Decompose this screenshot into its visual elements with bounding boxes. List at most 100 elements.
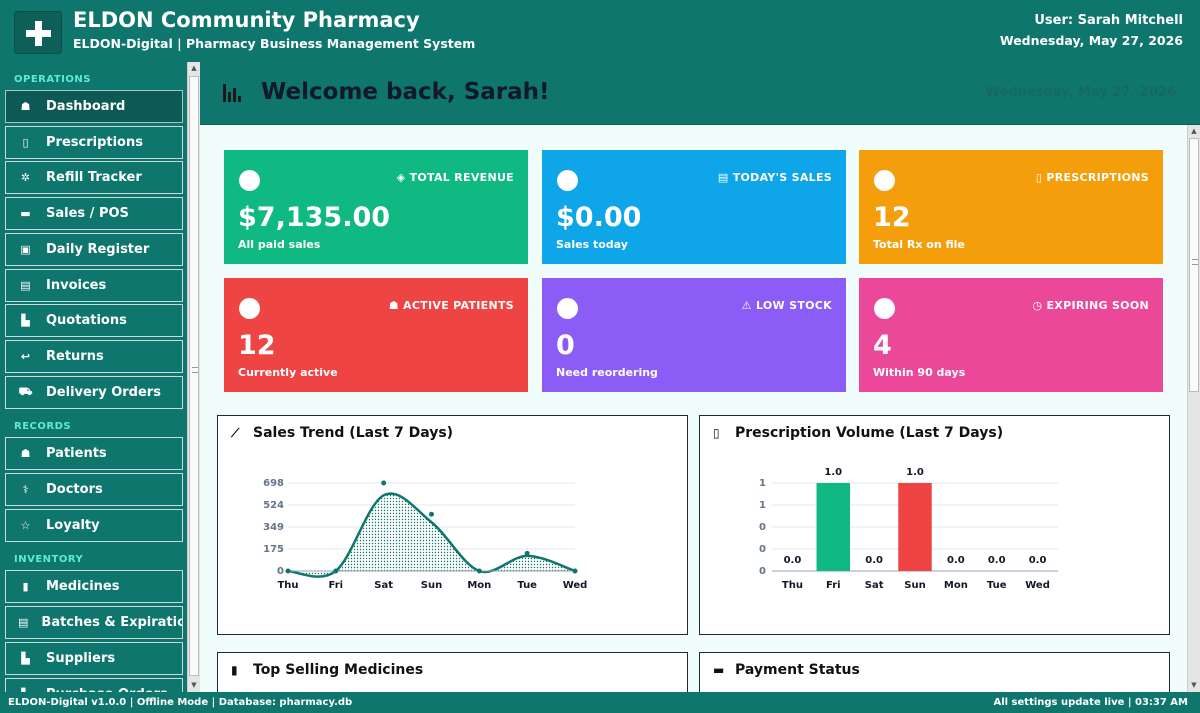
stat-card-active-patients: ☗ ACTIVE PATIENTS 12 Currently active — [224, 278, 528, 392]
sales-trend-panel: ⟋ Sales Trend (Last 7 Days) 0 175 349 524 698… — [217, 415, 688, 635]
card-icon: ▬ — [713, 663, 725, 677]
rx-volume-chart: 0 0 0 1 1 0.0 Thu 1.0 Fri 0.0 Sat 1.0 Sun 0.0 Mon 0.0 Tu… — [759, 467, 1058, 591]
stat-label-text: EXPIRING SOON — [1046, 299, 1149, 312]
x-tick-label: Fri — [329, 580, 344, 591]
y-tick-label: 0 — [277, 566, 284, 577]
line-chart-icon: ⟋ — [231, 426, 240, 440]
main-scrollbar[interactable]: ▲ ▼ — [1187, 125, 1200, 692]
x-tick-label: Sat — [865, 580, 884, 591]
header-date: Wednesday, May 27, 2026 — [999, 33, 1183, 48]
sidebar-item-label: Doctors — [46, 482, 103, 497]
x-tick-label: Mon — [467, 580, 491, 591]
sidebar-item-delivery-orders[interactable]: ⛟ Delivery Orders — [5, 375, 183, 409]
quote-icon: ▙ — [21, 314, 30, 328]
scroll-down-arrow-icon[interactable]: ▼ — [191, 681, 197, 689]
suppliers-icon: ▙ — [21, 651, 30, 665]
sidebar-item-returns[interactable]: ↩ Returns — [5, 339, 183, 373]
star-icon: ☆ — [20, 518, 31, 532]
sales-data-point — [572, 568, 578, 574]
pharmacy-cross-icon — [14, 11, 62, 54]
welcome-bar: Welcome back, Sarah! Wednesday, May 27, … — [200, 62, 1200, 125]
sidebar-item-medicines[interactable]: ▮ Medicines — [5, 570, 183, 604]
sidebar-item-loyalty[interactable]: ☆ Loyalty — [5, 508, 183, 542]
sidebar-item-label: Returns — [46, 348, 104, 364]
sidebar-item-label: Delivery Orders — [46, 384, 161, 400]
home-icon: ☗ — [20, 100, 31, 113]
current-user: User: Sarah Mitchell — [1034, 13, 1183, 28]
stat-value: 12 — [238, 330, 276, 361]
sidebar-scroll-thumb[interactable] — [189, 76, 199, 676]
patients-icon: ☗ — [388, 299, 399, 312]
cart-icon: ▚ — [18, 688, 33, 693]
x-tick-label: Thu — [782, 580, 803, 591]
medicine-icon: ▮ — [22, 580, 29, 594]
stat-label-text: TOTAL REVENUE — [409, 171, 514, 184]
stat-value: 4 — [873, 330, 892, 361]
stat-caption: Total Rx on file — [873, 238, 965, 251]
y-tick-label: 1 — [759, 500, 766, 511]
stat-card-label: ◷ EXPIRING SOON — [1032, 299, 1149, 312]
x-tick-label: Wed — [563, 580, 588, 591]
sidebar-section-records: RECORDS — [14, 421, 72, 433]
scroll-up-arrow-icon[interactable]: ▲ — [191, 64, 197, 72]
x-tick-label: Sun — [904, 580, 925, 591]
payment-status-panel: ▬ Payment Status — [699, 652, 1170, 692]
y-tick-label: 175 — [263, 544, 284, 555]
stat-label-text: ACTIVE PATIENTS — [403, 299, 514, 312]
sidebar-item-daily-register[interactable]: ▣ Daily Register — [5, 232, 183, 266]
status-bar: ELDON-Digital v1.0.0 | Offline Mode | Da… — [0, 692, 1200, 713]
y-tick-label: 0 — [759, 566, 766, 577]
sidebar-item-refill-tracker[interactable]: ✲ Refill Tracker — [5, 161, 183, 195]
x-tick-label: Fri — [826, 580, 841, 591]
sidebar-item-label: Batches & Expiratio — [41, 615, 183, 631]
sidebar-item-invoices[interactable]: ▤ Invoices — [5, 268, 183, 302]
stat-card-label: ▤ TODAY'S SALES — [718, 171, 832, 184]
x-tick-label: Tue — [987, 580, 1007, 591]
sidebar-section-inventory: INVENTORY — [14, 554, 84, 566]
revenue-icon: ◈ — [396, 171, 406, 184]
stat-caption: Need reordering — [556, 366, 658, 379]
sidebar-item-label: Purchase Orders — [46, 687, 168, 693]
main-scroll-thumb[interactable] — [1189, 138, 1199, 392]
y-tick-label: 1 — [759, 478, 766, 489]
sales-data-point — [381, 480, 387, 486]
return-icon: ↩ — [20, 349, 31, 363]
sidebar-item-purchase-orders[interactable]: ▚ Purchase Orders — [5, 677, 183, 693]
payment-status-title: Payment Status — [735, 662, 860, 678]
sales-data-point — [429, 511, 434, 517]
sales-data-point — [285, 568, 291, 574]
sidebar-item-patients[interactable]: ☗ Patients — [5, 437, 183, 471]
status-dot — [557, 298, 578, 319]
status-left: ELDON-Digital v1.0.0 | Offline Mode | Da… — [8, 697, 353, 708]
sidebar-item-prescriptions[interactable]: ▯ Prescriptions — [5, 125, 183, 159]
register-icon: ▣ — [20, 242, 31, 256]
stat-value: $0.00 — [556, 202, 642, 233]
x-tick-label: Thu — [277, 580, 298, 591]
x-tick-label: Mon — [944, 580, 968, 591]
y-tick-label: 524 — [263, 500, 284, 511]
sidebar-item-quotations[interactable]: ▙ Quotations — [5, 304, 183, 338]
pill-icon: ▮ — [231, 663, 238, 677]
y-tick-label: 698 — [263, 478, 284, 489]
sidebar-item-suppliers[interactable]: ▙ Suppliers — [5, 641, 183, 675]
sidebar-item-label: Refill Tracker — [46, 170, 142, 186]
scroll-down-arrow-icon[interactable]: ▼ — [1191, 681, 1197, 689]
warning-icon: ⚠ — [741, 299, 752, 312]
sidebar-scrollbar[interactable]: ▲ ▼ — [187, 62, 200, 692]
y-tick-label: 349 — [263, 522, 284, 533]
prescription-icon: ▯ — [1035, 171, 1043, 184]
patients-icon: ☗ — [20, 447, 31, 461]
scroll-up-arrow-icon[interactable]: ▲ — [1191, 127, 1197, 135]
sidebar-item-dashboard[interactable]: ☗ Dashboard — [5, 90, 183, 123]
sidebar-item-doctors[interactable]: ⚕ Doctors — [5, 473, 183, 506]
bar-data-label: 1.0 — [906, 467, 924, 478]
sidebar-nav: OPERATIONS ☗ Dashboard ▯ Prescriptions ✲ Refil… — [0, 62, 200, 692]
stat-card-label: ☗ ACTIVE PATIENTS — [389, 299, 514, 312]
app-title: ELDON Community Pharmacy — [73, 8, 420, 32]
invoice-icon: ▤ — [20, 278, 31, 292]
sidebar-item-batches-expiratio[interactable]: ▤ Batches & Expiratio — [5, 606, 183, 640]
stat-card-prescriptions: ▯ PRESCRIPTIONS 12 Total Rx on file — [859, 150, 1163, 264]
dashboard-content: ⟋ Sales Trend (Last 7 Days) 0 175 349 524 698… — [200, 125, 1187, 692]
sidebar-item-sales-pos[interactable]: ▬ Sales / POS — [5, 197, 183, 231]
